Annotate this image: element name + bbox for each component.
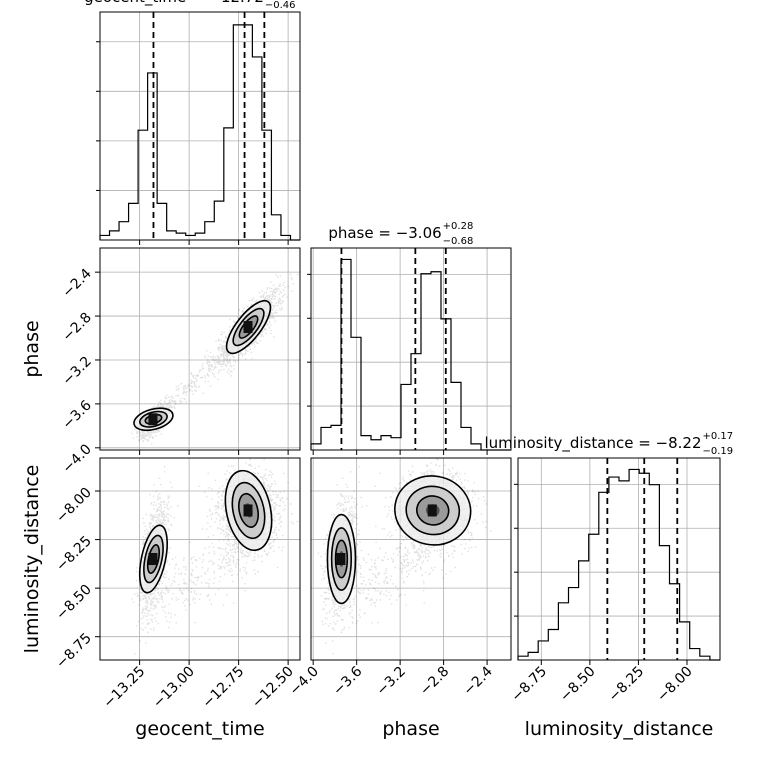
y-tick-label: −2.4	[59, 266, 94, 301]
title-phase: phase = −3.06	[328, 224, 441, 242]
y-axis-label-phase: phase	[21, 320, 43, 377]
title-plus-luminosity_distance: +0.17	[703, 431, 734, 442]
y-tick-label: −8.50	[53, 582, 95, 624]
x-tick-label: −13.25	[100, 664, 148, 712]
x-tick-label: −8.50	[557, 664, 599, 706]
panel-1d-geocent_time	[99, 11, 301, 241]
panel-2d-content	[131, 458, 299, 655]
x-tick-label: −12.75	[199, 664, 247, 712]
y-tick-label: −3.2	[59, 353, 94, 388]
x-tick-label: −3.6	[330, 663, 365, 698]
title-minus-luminosity_distance: −0.19	[703, 446, 734, 457]
density-peak	[148, 553, 158, 565]
histogram-luminosity_distance	[517, 468, 720, 661]
x-axis-label-luminosity_distance: luminosity_distance	[525, 718, 714, 740]
x-axis-label-phase: phase	[382, 718, 439, 740]
panel-2d-frame	[99, 247, 301, 451]
density-peak	[336, 553, 346, 565]
title-minus-geocent_time: −0.46	[265, 0, 296, 11]
panel-2d-content	[317, 458, 492, 655]
panel-1d-luminosity_distance	[517, 457, 721, 661]
x-tick-label: −8.25	[606, 664, 648, 706]
x-tick-label: −13.00	[150, 664, 198, 712]
panel-2d-geocent_time-luminosity_distance	[100, 458, 300, 660]
panel-2d-geocent_time-phase	[100, 248, 300, 450]
density-peak	[243, 321, 253, 334]
x-tick-label: −8.75	[508, 664, 550, 706]
title-minus-phase: −0.68	[443, 236, 474, 247]
title-luminosity_distance: luminosity_distance = −8.22	[484, 434, 701, 453]
panel-2d-phase-luminosity_distance	[311, 458, 511, 660]
y-tick-label: −8.00	[53, 485, 95, 527]
title-geocent_time: geocent_time = −12.72	[84, 0, 264, 7]
panel-2d-content	[131, 273, 299, 445]
histogram-geocent_time	[99, 24, 300, 241]
panel-2d-frame	[99, 457, 301, 661]
x-tick-label: −3.2	[374, 664, 409, 699]
panel-2d-frame	[310, 457, 512, 661]
title-plus-phase: +0.28	[443, 221, 474, 232]
y-tick-label: −8.25	[53, 533, 95, 575]
x-axis-label-geocent_time: geocent_time	[135, 718, 264, 740]
y-tick-label: −3.6	[59, 397, 94, 432]
y-tick-label: −8.75	[53, 630, 95, 672]
y-tick-label: −4.0	[59, 441, 94, 476]
x-tick-label: −2.4	[461, 663, 496, 698]
density-peak	[243, 504, 253, 517]
density-peak	[148, 413, 158, 426]
x-tick-label: −2.8	[417, 664, 452, 699]
x-tick-label: −8.00	[654, 664, 696, 706]
x-tick-label: −4.0	[287, 664, 322, 699]
density-peak	[427, 504, 437, 517]
y-axis-label-luminosity-distance: luminosity_distance	[21, 465, 43, 654]
y-tick-label: −2.8	[59, 310, 94, 345]
panel-1d-phase	[310, 247, 512, 451]
